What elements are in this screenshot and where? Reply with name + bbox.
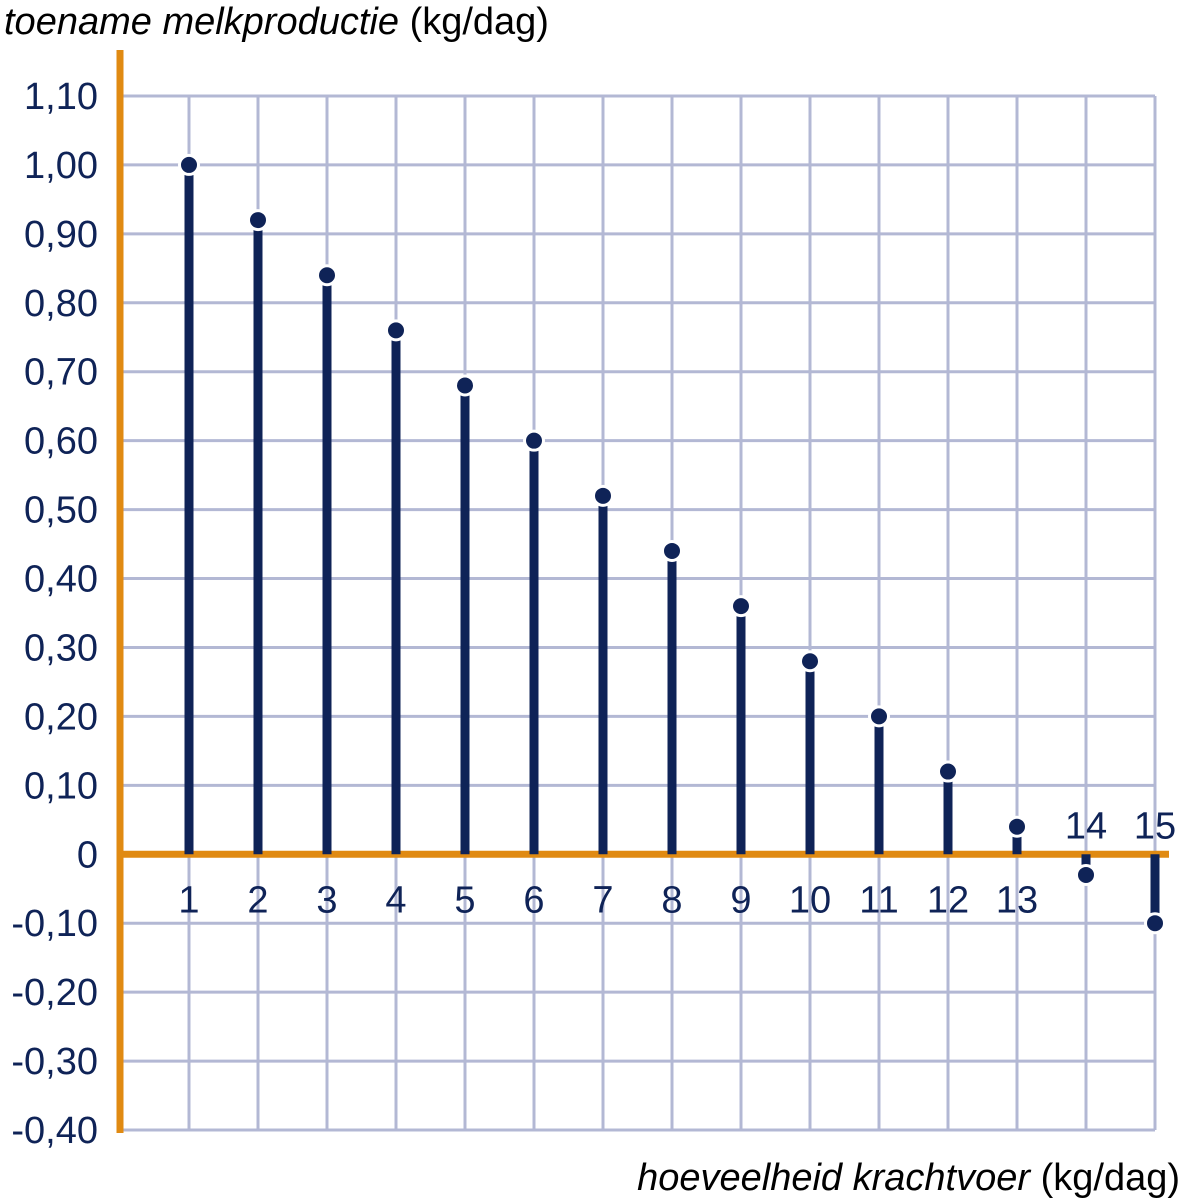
y-tick-label: 0,20 [24,696,98,738]
y-tick-label: 0,30 [24,627,98,669]
y-axis-title-italic: toename melkproductie [4,1,399,43]
y-tick-label: 0 [77,834,98,876]
y-tick-label: 0,50 [24,490,98,532]
data-point [730,595,752,618]
data-point [868,705,890,728]
x-tick-label: 5 [454,879,475,921]
x-tick-label: 6 [523,879,544,921]
stems [178,153,1166,935]
axes [116,50,1169,1133]
y-tick-label: 0,80 [24,283,98,325]
y-axis-title: toename melkproductie (kg/dag) [4,1,549,43]
data-point [454,374,476,397]
data-point [1144,912,1166,935]
y-tick-label: 0,10 [24,765,98,807]
y-tick-label: -0,40 [11,1110,98,1152]
y-tick-label: 0,70 [24,352,98,394]
y-tick-label: -0,30 [11,1041,98,1083]
x-tick-label: 14 [1065,805,1107,847]
y-tick-label: -0,20 [11,972,98,1014]
y-tick-label: 0,90 [24,214,98,256]
data-point [1075,863,1097,886]
x-tick-label: 2 [247,879,268,921]
data-point [316,264,338,287]
data-point [661,539,683,562]
y-tick-label: 0,60 [24,421,98,463]
x-tick-label: 10 [789,879,831,921]
x-tick-label: 1 [178,879,199,921]
y-tick-label: 1,10 [24,76,98,118]
y-tick-labels: 1,10 1,00 0,90 0,80 0,70 0,60 0,50 0,40 0,30 0,20… [11,76,98,1152]
data-point [799,650,821,673]
data-point [178,153,200,176]
y-axis-title-unit: (kg/dag) [410,1,549,43]
x-tick-label: 7 [592,879,613,921]
x-axis-title: hoeveelheid krachtvoer (kg/dag) [637,1157,1180,1199]
data-point [523,429,545,452]
x-tick-label: 9 [730,879,751,921]
x-tick-label: 4 [385,879,406,921]
data-point [247,209,269,232]
x-tick-label: 15 [1134,805,1176,847]
x-tick-label: 11 [859,879,898,921]
x-tick-label: 8 [661,879,682,921]
x-axis-title-italic: hoeveelheid krachtvoer [637,1157,1031,1199]
x-tick-label: 3 [316,879,337,921]
x-tick-label: 12 [927,879,969,921]
data-point [385,319,407,342]
y-tick-label: -0,10 [11,903,98,945]
y-tick-label: 0,40 [24,559,98,601]
data-point [592,484,614,507]
grid [120,94,1157,1132]
data-point [1006,815,1028,838]
data-point [937,760,959,783]
x-tick-label: 13 [996,879,1038,921]
x-axis-title-unit: (kg/dag) [1041,1157,1180,1199]
y-tick-label: 1,00 [24,145,98,187]
